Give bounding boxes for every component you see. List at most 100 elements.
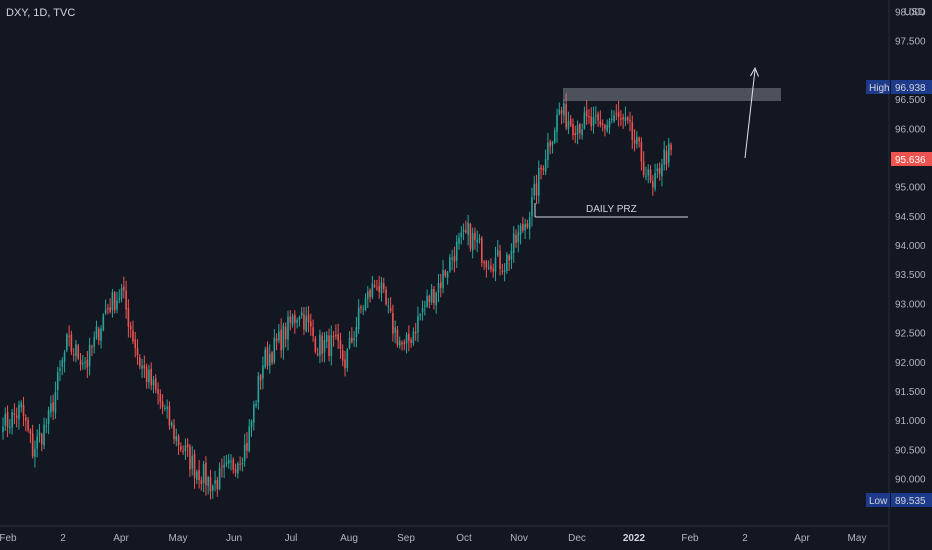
time-tick-label: Apr <box>113 533 129 544</box>
candle-body <box>640 142 643 162</box>
candle-body <box>82 363 84 365</box>
candle-body <box>196 471 198 480</box>
price-axis[interactable]: USD 98.00097.50096.50096.00095.50095.000… <box>895 7 926 486</box>
candle-body <box>18 404 20 420</box>
candle-body <box>510 250 513 260</box>
candle-body <box>462 229 465 232</box>
time-tick-label: Dec <box>568 533 586 544</box>
candles-layer <box>2 93 672 500</box>
candle-body <box>367 291 369 299</box>
price-tags: High 96.938 95.636 Low 89.535 <box>866 80 932 507</box>
candle-body <box>469 223 472 249</box>
candle-body <box>344 359 346 369</box>
candle-body <box>88 344 91 367</box>
candle-body <box>255 403 257 406</box>
candle-body <box>202 463 205 483</box>
time-axis[interactable]: Feb 2 Apr May Jun Jul Aug Sep Oct Nov Dec 2022 Feb 2 A… <box>0 533 866 544</box>
high-tag-bg <box>891 80 932 94</box>
candle-body <box>328 335 330 357</box>
low-tag-value: 89.535 <box>895 496 926 507</box>
candle-body <box>93 336 95 348</box>
candle-body <box>590 116 593 127</box>
candle-body <box>86 359 89 368</box>
price-tick-label: 94.000 <box>895 241 926 252</box>
candle-body <box>180 446 182 450</box>
candle-body <box>189 446 191 470</box>
candle-body <box>239 463 241 465</box>
candle-body <box>127 307 130 327</box>
candle-body <box>63 352 66 362</box>
candle-body <box>6 412 9 428</box>
time-tick-label: Jul <box>285 533 298 544</box>
candle-body <box>424 305 426 307</box>
resistance-zone[interactable] <box>563 88 781 101</box>
projection-arrow[interactable] <box>744 69 756 159</box>
candle-body <box>143 365 146 369</box>
candle-body <box>538 167 540 196</box>
candle-body <box>533 184 536 196</box>
candle-body <box>296 320 298 323</box>
candle-body <box>442 270 444 289</box>
candle-body <box>401 343 403 345</box>
price-tick-label: 97.500 <box>895 37 926 48</box>
candle-body <box>439 282 442 288</box>
candle-body <box>136 348 139 356</box>
candle-body <box>218 467 221 490</box>
candle-body <box>291 316 294 325</box>
candle-body <box>451 257 453 260</box>
candle-body <box>294 314 296 323</box>
time-tick-label: Feb <box>681 533 699 544</box>
candle-body <box>606 125 608 131</box>
candle-body <box>556 114 558 132</box>
candle-body <box>125 290 127 310</box>
candle-body <box>638 137 640 142</box>
candle-body <box>75 344 77 357</box>
candle-body <box>129 325 132 330</box>
candle-body <box>166 406 168 409</box>
candle-body <box>446 272 449 278</box>
candle-body <box>501 270 504 272</box>
candle-body <box>40 434 43 445</box>
candle-body <box>444 270 447 276</box>
candle-body <box>234 468 237 473</box>
candle-body <box>284 327 287 340</box>
candle-body <box>139 357 141 367</box>
candle-body <box>360 306 362 309</box>
candle-body <box>159 393 162 402</box>
candle-body <box>207 477 209 487</box>
candle-body <box>408 333 410 341</box>
candle-body <box>22 404 25 417</box>
candle-body <box>567 121 570 129</box>
candle-body <box>116 300 118 310</box>
candle-body <box>437 283 440 293</box>
candle-body <box>398 340 401 346</box>
candle-body <box>658 168 661 174</box>
last-price-tag-bg <box>891 152 932 166</box>
candle-body <box>191 455 194 469</box>
time-tick-label: Oct <box>456 533 472 544</box>
candle-body <box>232 459 235 470</box>
candle-body <box>585 110 588 117</box>
candle-body <box>25 417 27 421</box>
candle-body <box>542 168 545 171</box>
candle-body <box>430 288 433 303</box>
candle-body <box>478 238 481 241</box>
candle-body <box>161 401 164 408</box>
candle-body <box>20 402 23 408</box>
candle-body <box>134 339 137 349</box>
candle-body <box>667 143 670 163</box>
time-tick-label: Aug <box>340 533 358 544</box>
low-tag-label: Low <box>869 496 888 507</box>
candle-body <box>553 130 556 143</box>
time-tick-label: Apr <box>794 533 810 544</box>
candle-body <box>312 327 314 337</box>
time-tick-label: Jun <box>226 533 242 544</box>
candle-body <box>316 353 319 355</box>
candle-body <box>357 307 360 330</box>
candle-body <box>273 337 276 363</box>
candle-body <box>47 410 50 425</box>
symbol-title[interactable]: DXY, 1D, TVC <box>6 7 76 19</box>
candle-body <box>104 309 107 314</box>
candle-body <box>184 445 187 452</box>
